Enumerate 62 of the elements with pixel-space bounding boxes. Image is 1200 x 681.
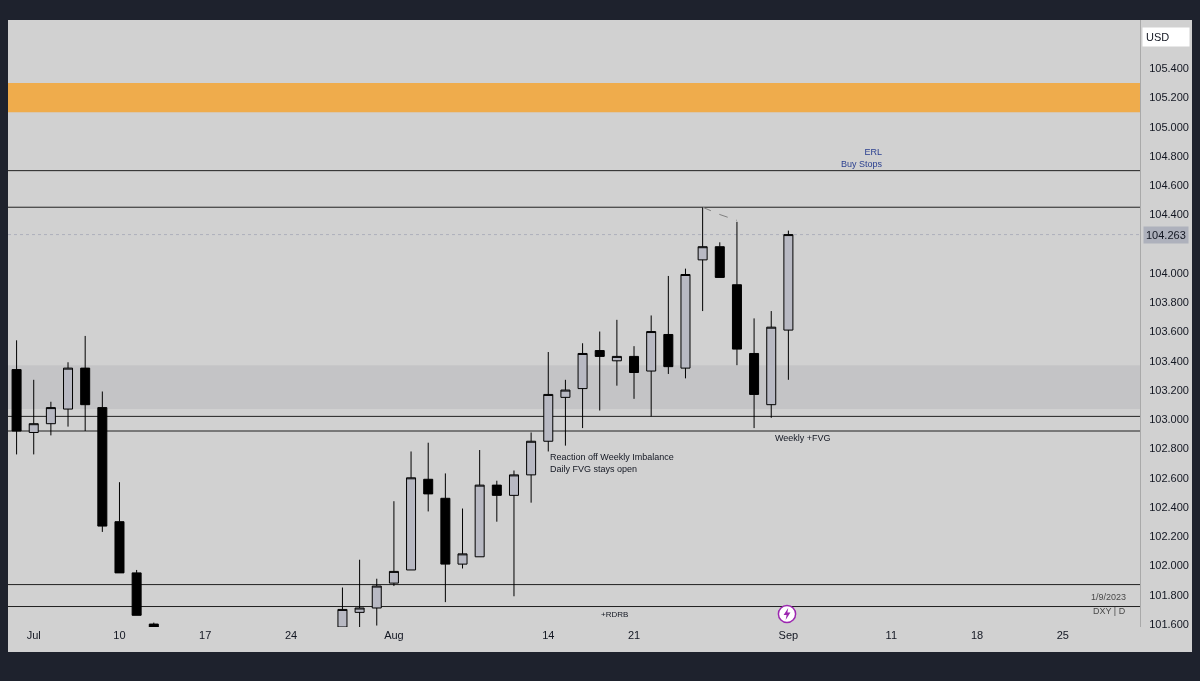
y-tick-label: 102.400 [1149, 500, 1189, 513]
x-tick-label: 11 [885, 629, 898, 641]
y-tick-label: 102.200 [1149, 530, 1189, 543]
candlestick [114, 481, 125, 574]
y-tick-label: 103.200 [1149, 383, 1189, 396]
candlestick [629, 345, 640, 400]
candlestick [354, 559, 365, 627]
candlestick [594, 331, 605, 412]
x-tick-label: 21 [627, 629, 641, 641]
y-tick-label: 105.400 [1149, 62, 1189, 75]
annotation: 1/9/2023 [1091, 592, 1127, 602]
x-tick-label: 10 [113, 629, 126, 641]
y-tick-label: 104.000 [1149, 266, 1189, 279]
candlestick [131, 569, 142, 616]
annotation: ERL Buy Stops [841, 147, 883, 169]
x-tick-label: 14 [542, 629, 555, 641]
y-tick-label: 105.000 [1149, 120, 1189, 133]
candlestick [388, 500, 399, 587]
x-tick-label: 25 [1056, 629, 1069, 641]
candlestick [406, 450, 417, 571]
x-tick-label: Sep [778, 629, 799, 641]
y-tick-label: 105.200 [1149, 91, 1189, 104]
candlestick [97, 391, 108, 533]
text: USD [1146, 31, 1170, 43]
x-tick-label: Jul [26, 629, 41, 641]
candlestick [508, 470, 519, 597]
candlestick [663, 275, 674, 375]
candlestick [148, 623, 159, 627]
candlestick [491, 480, 502, 523]
y-tick-label: 102.000 [1149, 559, 1189, 572]
candlestick [457, 508, 468, 569]
candlestick [714, 241, 725, 278]
x-tick-label: 18 [970, 629, 984, 641]
ref-line-label: 104.263 [1146, 229, 1186, 241]
x-tick-label: 24 [284, 629, 298, 641]
candlestick [80, 335, 91, 432]
candlestick [423, 442, 434, 512]
y-tick-label: 104.400 [1149, 208, 1189, 221]
x-tick-label: Aug [384, 629, 404, 641]
y-tick-label: 102.800 [1149, 442, 1189, 455]
candlestick [371, 578, 382, 627]
candlestick [11, 339, 22, 455]
candlestick [526, 431, 537, 504]
candlestick [337, 587, 348, 627]
y-tick-label: 104.600 [1149, 179, 1189, 192]
annotation: Weekly +FVG [775, 433, 831, 443]
y-tick-label: 103.000 [1149, 413, 1189, 426]
x-tick-label: 17 [199, 629, 212, 641]
annotation: Reaction off Weekly Imbalance Daily FVG stays open [550, 452, 674, 474]
annotation: +RDRB [601, 610, 629, 619]
candlestick [474, 449, 485, 558]
candlestick [749, 317, 760, 429]
y-tick-label: 103.800 [1149, 296, 1189, 309]
y-tick-label: 101.800 [1149, 588, 1189, 601]
y-tick-label: 103.600 [1149, 325, 1189, 338]
y-tick-label: 103.400 [1149, 354, 1189, 367]
y-tick-label: 101.600 [1149, 617, 1189, 630]
y-tick-label: 104.800 [1149, 149, 1189, 162]
y-tick-label: 102.600 [1149, 471, 1189, 484]
candlestick [440, 472, 451, 603]
annotation: DXY | D [1093, 606, 1126, 616]
candlestick [731, 221, 742, 366]
